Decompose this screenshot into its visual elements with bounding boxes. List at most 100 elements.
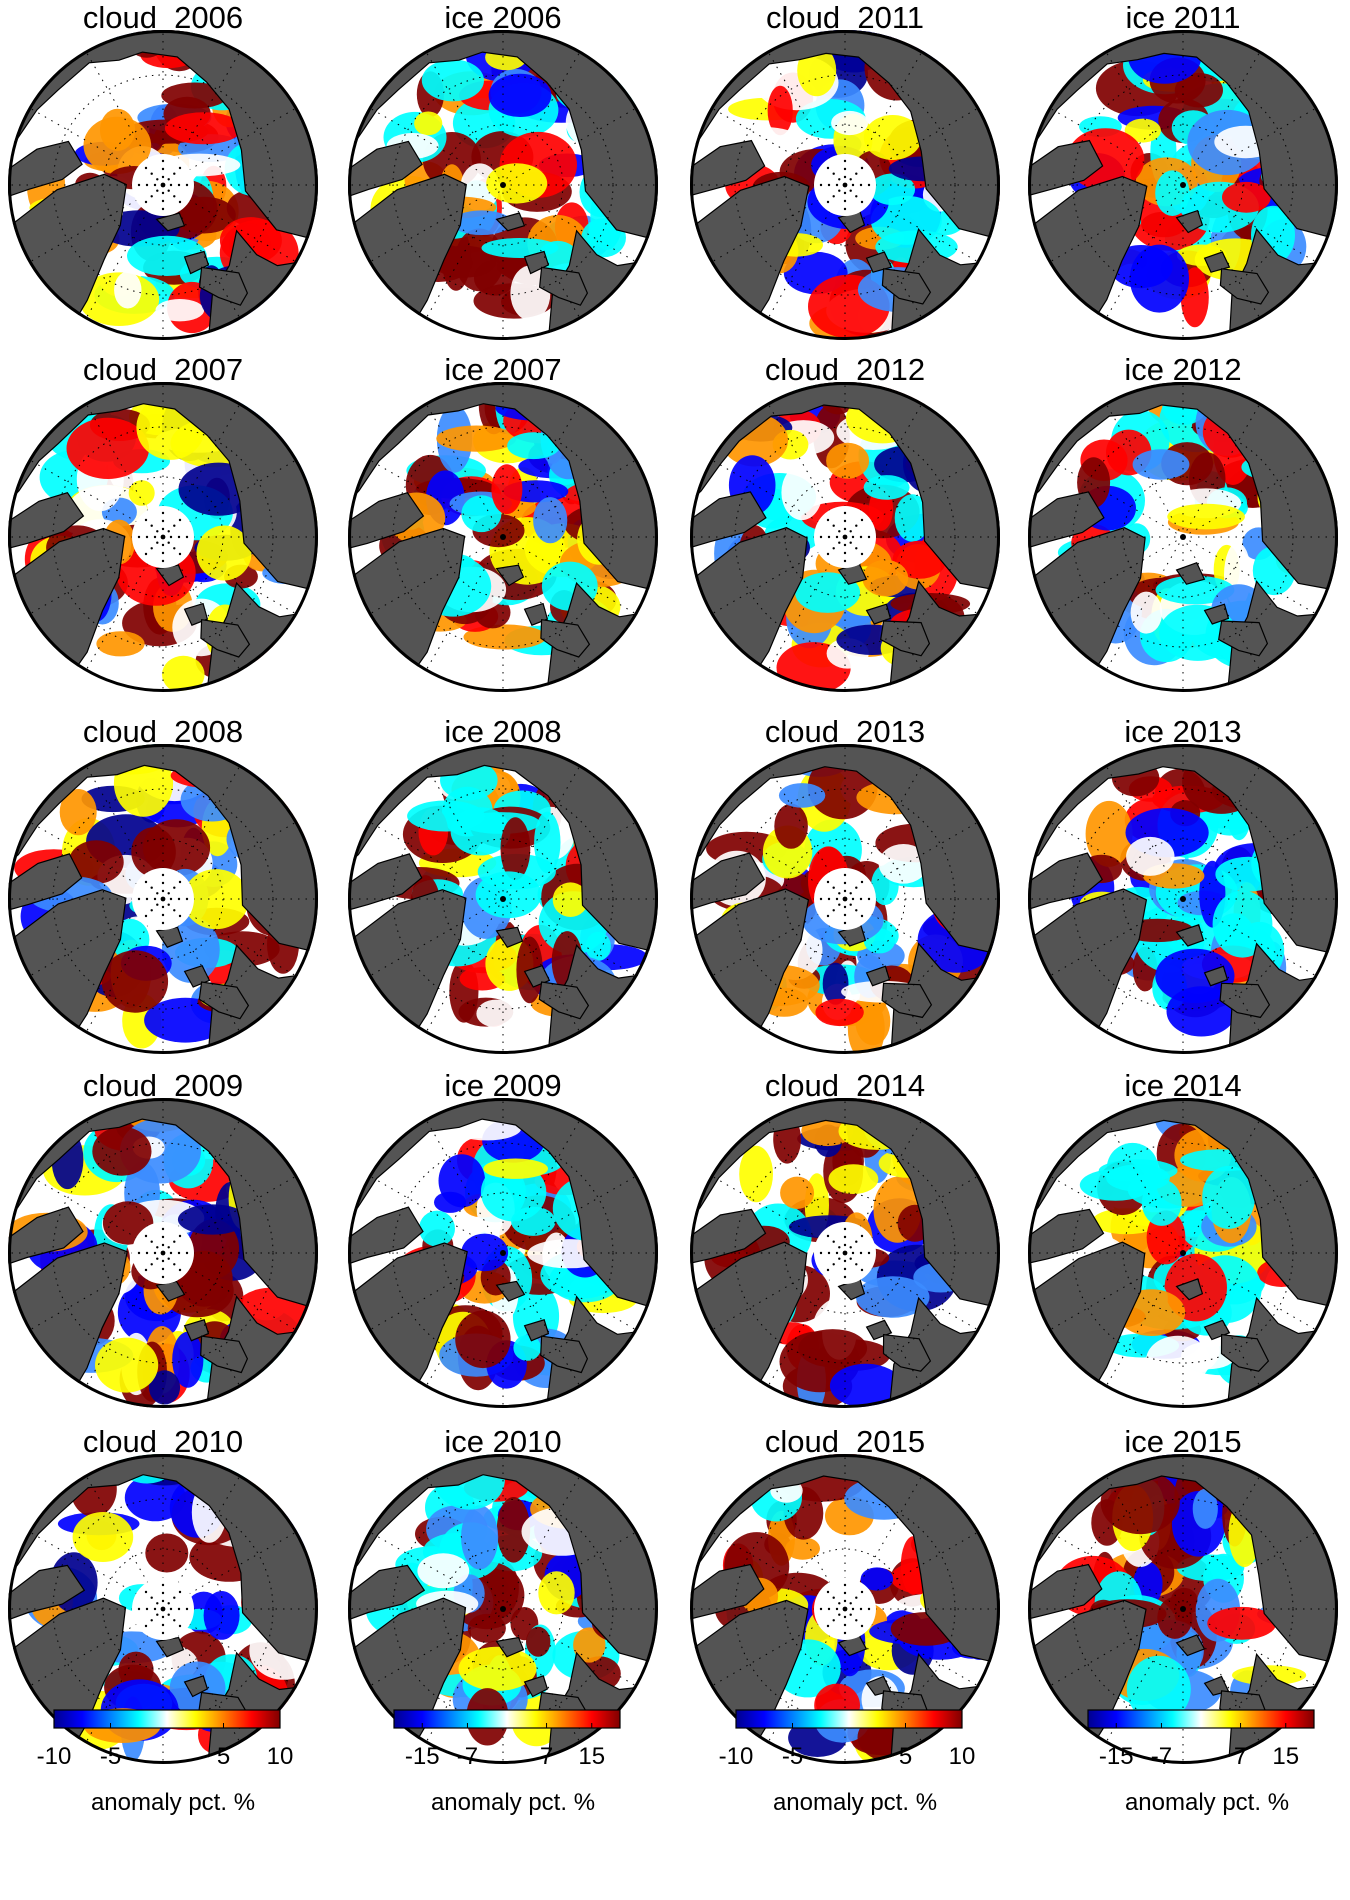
- land-mass: [348, 1098, 658, 1310]
- map-outline: [1028, 382, 1338, 692]
- colorbar-cloud: -10 -5 5 10 anomaly pct. %: [37, 1709, 293, 1819]
- colorbar-tick-label: 5: [898, 1743, 913, 1770]
- map-disc: [348, 30, 658, 340]
- land-mass: [348, 1454, 658, 1665]
- land-mass: [8, 1454, 318, 1665]
- graticule: [690, 1098, 1000, 1408]
- map-outline: [8, 744, 318, 1054]
- land-mass: [1220, 1333, 1270, 1372]
- panel-title: ice 2012: [1124, 352, 1242, 387]
- panel-title: ice 2010: [444, 1424, 562, 1459]
- polar-map: [348, 744, 658, 1054]
- graticule: [690, 1454, 1000, 1764]
- panel-title: ice 2009: [444, 1068, 562, 1103]
- map-disc: [1028, 382, 1338, 692]
- land-mass: [348, 491, 425, 550]
- map-outline: [690, 744, 1000, 1054]
- polar-map: [8, 744, 318, 1054]
- land-mass: [1028, 1098, 1338, 1309]
- land-mass: [495, 926, 524, 948]
- land-mass: [538, 266, 589, 306]
- land-mass: [1203, 251, 1231, 273]
- land-mass: [865, 251, 893, 273]
- colorbar-label: anomaly pct. %: [772, 1789, 938, 1816]
- land-mass: [8, 30, 318, 241]
- map-outline: [690, 382, 1000, 692]
- land-mass: [8, 491, 85, 550]
- map-panel-ice-2014: ice 2014: [1020, 1068, 1346, 1418]
- colorbar-ice: -15 -7 7 15 anomaly pct. %: [393, 1709, 633, 1819]
- map-disc: [8, 382, 318, 692]
- land-mass: [8, 1564, 86, 1621]
- land-mass: [495, 1636, 525, 1658]
- graticule: [348, 1454, 658, 1764]
- colorbar-tick-label: 5: [216, 1743, 231, 1770]
- map-outline: [348, 382, 658, 692]
- colorbar-tick-label: 15: [1272, 1743, 1300, 1770]
- colorbar-tick-label: -10: [36, 1743, 72, 1770]
- land-mass: [183, 1675, 209, 1698]
- land-mass: [1203, 965, 1229, 987]
- graticule: [8, 382, 318, 692]
- polar-map: [690, 1098, 1000, 1408]
- map-outline: [1028, 1454, 1338, 1764]
- polar-map: [348, 30, 658, 340]
- panel-title: ice 2006: [444, 0, 562, 35]
- land-mass: [881, 982, 933, 1019]
- colorbar-tick-label: -15: [1098, 1743, 1134, 1770]
- land-mass: [1028, 30, 1338, 241]
- land-mass: [1218, 620, 1269, 657]
- land-mass: [348, 1564, 426, 1621]
- land-mass: [8, 1098, 318, 1310]
- map-disc: [1028, 1454, 1338, 1764]
- map-disc: [348, 1098, 658, 1408]
- map-panel-cloud-2010: cloud 2010: [0, 1424, 326, 1774]
- land-mass: [690, 30, 1000, 241]
- map-panel-ice-2007: ice 2007: [340, 352, 666, 702]
- map-panel-cloud-2006: cloud 2006: [0, 0, 326, 350]
- land-mass: [690, 744, 1000, 956]
- land-mass: [200, 1335, 249, 1374]
- map-panel-cloud-2012: cloud 2012: [682, 352, 1008, 702]
- map-panel-cloud-2011: cloud 2011: [682, 0, 1008, 350]
- graticule: [8, 744, 318, 1054]
- polar-map: [690, 744, 1000, 1054]
- colorbar-ice: -15 -7 7 15 anomaly pct. %: [1087, 1709, 1327, 1819]
- land-mass: [348, 853, 423, 911]
- land-mass: [523, 1675, 549, 1698]
- land-mass: [155, 212, 186, 232]
- land-mass: [348, 140, 423, 198]
- graticule: [690, 744, 1000, 1054]
- panel-title: cloud 2008: [82, 714, 244, 749]
- map-outline: [1028, 1098, 1338, 1408]
- colorbar-tick-label: 7: [1233, 1743, 1248, 1770]
- map-disc: [8, 1098, 318, 1408]
- colorbar-label: anomaly pct. %: [90, 1789, 256, 1816]
- map-panel-cloud-2013: cloud 2013: [682, 714, 1008, 1064]
- land-mass: [865, 603, 892, 625]
- land-mass: [8, 382, 318, 593]
- land-mass: [882, 1333, 932, 1372]
- panel-title: cloud 2006: [82, 0, 244, 35]
- map-disc: [690, 30, 1000, 340]
- graticule: [8, 1098, 318, 1408]
- map-outline: [348, 30, 658, 340]
- land-mass: [1175, 561, 1206, 585]
- land-mass: [495, 212, 526, 232]
- polar-map: [348, 1454, 658, 1764]
- map-disc: [8, 1454, 318, 1764]
- map-disc: [1028, 30, 1338, 340]
- panel-title: ice 2013: [1124, 714, 1242, 749]
- map-panel-ice-2009: ice 2009: [340, 1068, 666, 1418]
- map-disc: [690, 1098, 1000, 1408]
- land-mass: [1219, 268, 1270, 305]
- colorbar-tick-label: -5: [99, 1743, 122, 1770]
- map-panel-cloud-2009: cloud 2009: [0, 1068, 326, 1418]
- panel-title: ice 2008: [444, 714, 562, 749]
- land-mass: [690, 1454, 1000, 1665]
- panel-title: cloud 2014: [764, 1068, 926, 1103]
- land-mass: [881, 268, 932, 305]
- panel-title: ice 2007: [444, 352, 562, 387]
- map-panel-ice-2006: ice 2006: [340, 0, 666, 350]
- land-mass: [495, 564, 525, 587]
